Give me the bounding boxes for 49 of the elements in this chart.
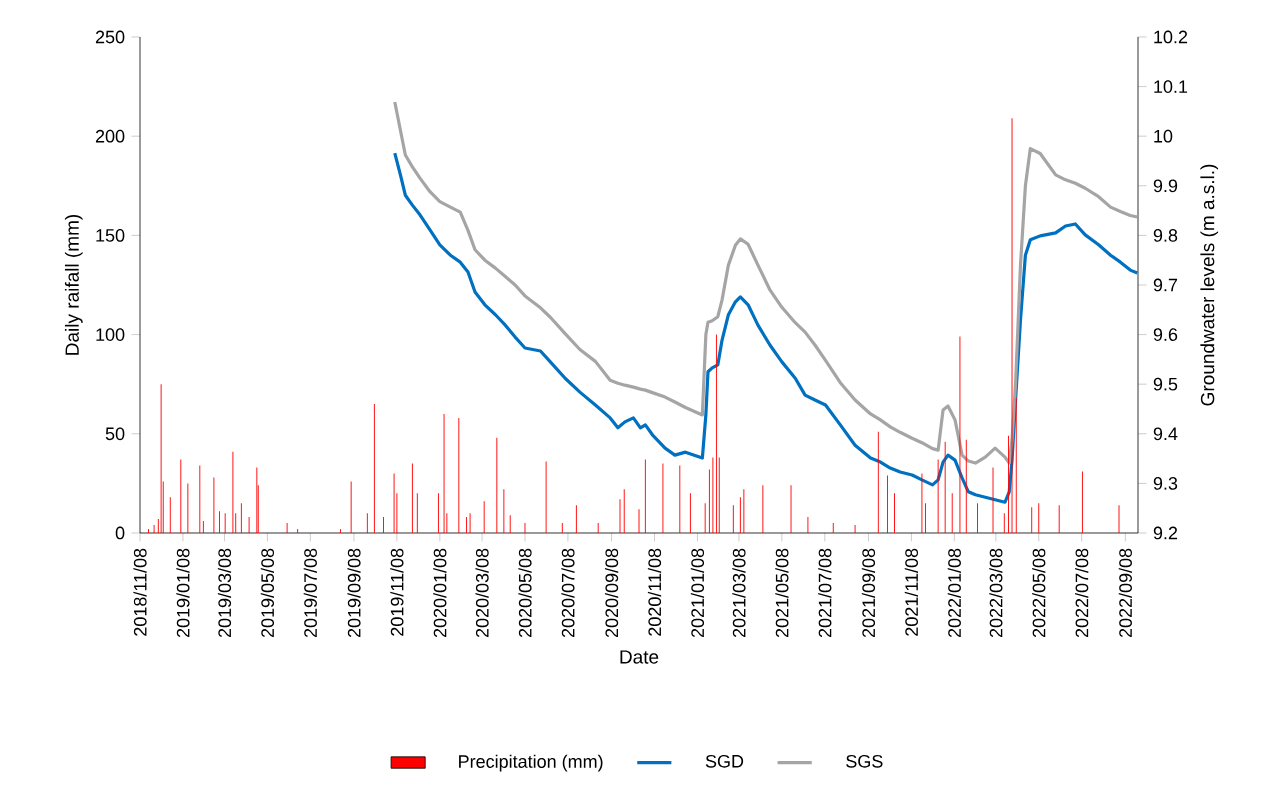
y2-tick-label: 9.4	[1153, 427, 1178, 441]
x-axis-title: Date	[620, 650, 659, 664]
x-tick-label: 2019/09/08	[347, 548, 361, 638]
x-tick-label: 2019/03/08	[217, 548, 232, 638]
y2-tick-label: 9.8	[1153, 229, 1178, 242]
x-tick-label: 2020/11/08	[647, 548, 662, 636]
x-tick-label: 2019/05/08	[260, 548, 275, 638]
y2-tick-label: 9.6	[1153, 328, 1178, 341]
y2-tick-label: 10.2	[1154, 30, 1188, 44]
x-tick-label: 2021/03/08	[732, 548, 746, 638]
y-axis-title: Daily raifall (mm)	[64, 214, 83, 355]
y-tick-label: 50	[105, 427, 125, 441]
x-tick-label: 2022/07/08	[1075, 548, 1089, 638]
x-tick-label: 2019/07/08	[303, 548, 317, 638]
y2-tick-label: 9.2	[1153, 526, 1178, 540]
line-series	[393, 100, 1139, 465]
legend-label: Precipitation (mm)	[459, 754, 603, 772]
y2-tick-label: 9.5	[1153, 377, 1178, 391]
y-tick-label: 150	[96, 229, 125, 242]
y-tick-label: 0	[115, 526, 125, 540]
legend-label: SGS	[846, 754, 883, 768]
y2-axis-title: Groundwater levels (m a.s.l.)	[1200, 164, 1219, 406]
y2-tick-label: 9.7	[1153, 278, 1178, 292]
y2-tick-label: 10.1	[1154, 80, 1188, 93]
x-tick-label: 2019/01/08	[176, 548, 190, 638]
x-tick-label: 2022/01/08	[947, 548, 961, 638]
x-tick-label: 2021/09/08	[861, 548, 876, 638]
y-tick-label: 200	[95, 129, 125, 143]
x-tick-label: 2020/09/08	[604, 548, 619, 638]
x-tick-label: 2022/03/08	[989, 548, 1003, 638]
y-tick-label: 250	[95, 30, 125, 44]
x-tick-label: 2019/11/08	[390, 548, 404, 636]
x-tick-label: 2021/11/08	[904, 548, 918, 636]
x-tick-label: 2020/05/08	[518, 548, 532, 638]
x-tick-label: 2022/05/08	[1032, 548, 1046, 638]
y-tick-label: 100	[96, 328, 125, 341]
x-tick-label: 2020/07/08	[561, 548, 575, 638]
x-tick-label: 2022/09/08	[1118, 548, 1132, 638]
x-tick-label: 2021/01/08	[690, 548, 705, 638]
x-tick-label: 2020/01/08	[433, 548, 447, 638]
y2-tick-label: 10	[1154, 129, 1173, 143]
y2-tick-label: 9.3	[1153, 477, 1178, 490]
x-tick-label: 2020/03/08	[475, 548, 489, 638]
x-tick-label: 2018/11/08	[133, 548, 147, 636]
x-tick-label: 2021/07/08	[818, 548, 832, 638]
x-tick-label: 2021/05/08	[775, 548, 789, 638]
line-series	[393, 151, 1139, 504]
legend-label: SGD	[705, 754, 744, 768]
y2-tick-label: 9.9	[1153, 179, 1178, 193]
